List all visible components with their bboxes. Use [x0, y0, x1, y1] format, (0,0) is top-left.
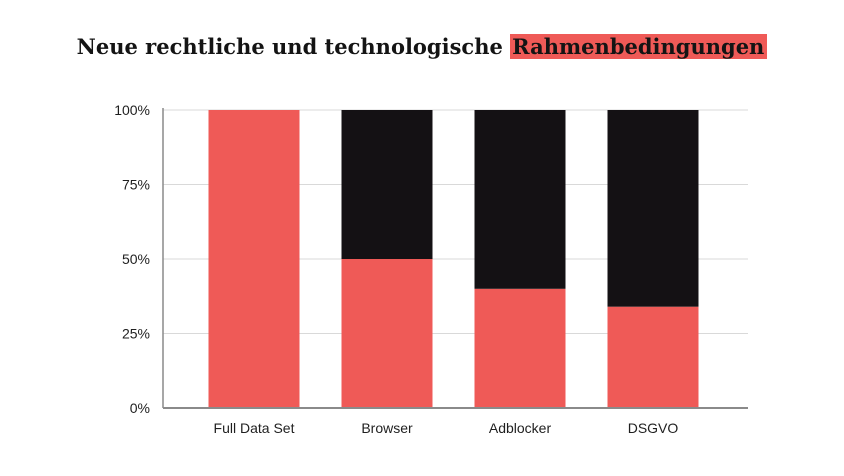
axes: [162, 108, 748, 409]
bar-segment: [607, 306, 699, 408]
x-category-label: Full Data Set: [214, 420, 295, 436]
y-tick-label: 25%: [122, 326, 150, 342]
bar-segment: [341, 259, 433, 408]
bars: [208, 110, 699, 408]
x-category-label: Browser: [361, 420, 413, 436]
y-tick-label: 100%: [114, 102, 150, 118]
chart-title: Neue rechtliche und technologische Rahme…: [0, 34, 844, 59]
axis-labels: 0% 25% 50% 75% 100% Full Data Set Browser Adblo…: [114, 102, 678, 436]
bar-segment: [474, 110, 566, 289]
chart-title-text: Neue rechtliche und technologische: [76, 34, 503, 59]
y-tick-label: 75%: [122, 177, 150, 193]
x-category-label: Adblocker: [489, 420, 552, 436]
x-category-label: DSGVO: [628, 420, 679, 436]
chart-title-highlight: Rahmenbedingungen: [510, 34, 768, 59]
bar-segment: [607, 110, 699, 307]
bar-segment: [474, 288, 566, 408]
bar-segment: [341, 110, 433, 259]
y-tick-label: 0%: [130, 400, 150, 416]
y-tick-label: 50%: [122, 251, 150, 267]
bar-segment: [208, 110, 300, 408]
